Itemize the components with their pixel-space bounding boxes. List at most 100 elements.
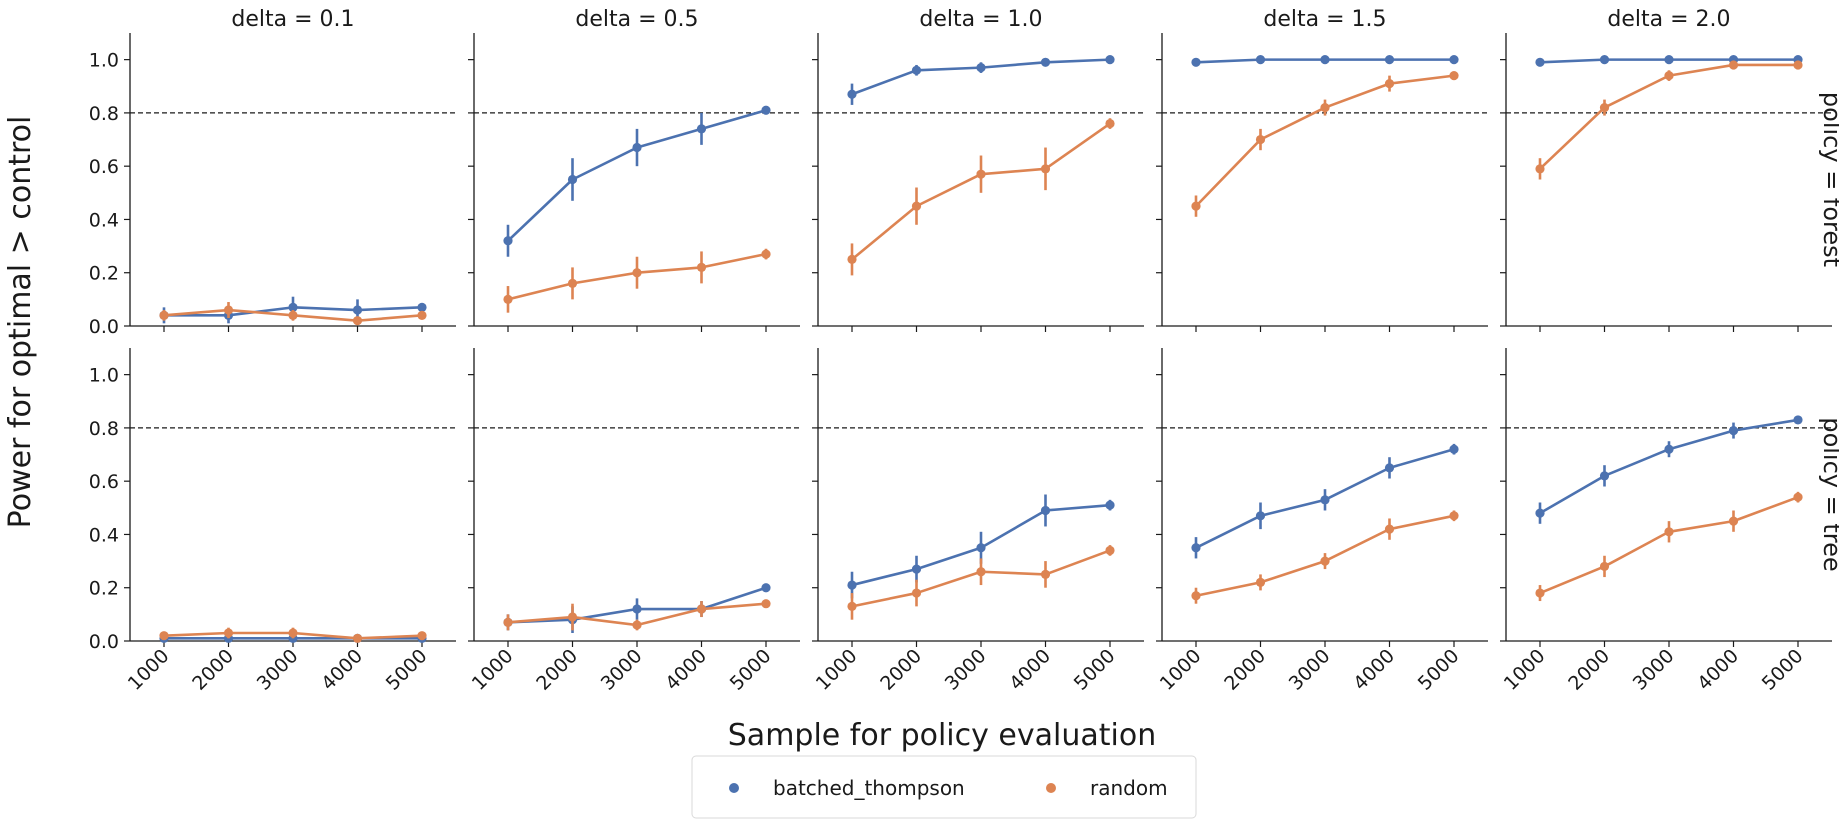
- data-point-random: [288, 310, 298, 320]
- data-point-batched-thompson: [288, 302, 298, 312]
- data-point-random: [632, 620, 642, 630]
- y-tick-label: 0.8: [89, 103, 119, 125]
- data-point-random: [1105, 118, 1115, 129]
- data-point-random: [1793, 60, 1803, 70]
- x-tick-label: 2000: [1564, 645, 1614, 695]
- data-point-random: [223, 305, 234, 315]
- data-point-random: [696, 262, 707, 272]
- x-tick-label: 4000: [1349, 645, 1399, 695]
- data-point-batched-thompson: [632, 604, 642, 614]
- data-point-batched-thompson: [1384, 55, 1395, 65]
- series-line-random: [1539, 495, 1799, 595]
- legend-marker-batched-thompson: [729, 783, 739, 793]
- x-tick-label: 5000: [1070, 645, 1120, 695]
- data-point-random: [696, 604, 707, 614]
- data-point-random: [761, 249, 771, 259]
- data-point-batched-thompson: [847, 580, 857, 590]
- data-point-random: [1599, 561, 1610, 572]
- data-point-random: [1384, 524, 1395, 534]
- panel-r0-c1: delta = 0.5: [468, 7, 800, 332]
- data-point-random: [417, 310, 427, 320]
- data-point-random: [761, 599, 771, 609]
- data-point-batched-thompson: [1384, 463, 1395, 473]
- y-tick-label: 0.0: [89, 316, 119, 338]
- x-tick-label: 2000: [532, 645, 582, 695]
- data-point-random: [1040, 164, 1051, 174]
- data-point-random: [911, 588, 922, 598]
- x-tick-label: 5000: [726, 645, 776, 695]
- panel-r1-c0: 0.0 0.2 0.4 0.6 0.8 1.0 1000 2000 3000 4000 5000: [89, 348, 456, 695]
- data-point-batched-thompson: [632, 142, 642, 153]
- data-point-random: [503, 294, 513, 304]
- data-point-batched-thompson: [1105, 55, 1115, 65]
- x-tick-label: 1000: [468, 645, 518, 695]
- data-point-batched-thompson: [696, 124, 707, 134]
- data-point-batched-thompson: [1449, 444, 1459, 454]
- data-point-random: [159, 310, 169, 320]
- panel-r0-c0: 0.0 0.2 0.4 0.6 0.8 1.0 delta = 0.1: [89, 7, 456, 338]
- y-tick-label: 0.4: [89, 524, 119, 546]
- data-point-batched-thompson: [761, 105, 771, 115]
- data-point-random: [1599, 102, 1610, 113]
- data-point-random: [1320, 556, 1330, 566]
- data-point-random: [567, 612, 578, 622]
- x-tick-label: 3000: [1629, 645, 1679, 695]
- x-tick-label: 5000: [382, 645, 432, 695]
- y-tick-label: 0.8: [89, 418, 119, 440]
- data-point-random: [1191, 201, 1201, 211]
- data-point-batched-thompson: [1599, 55, 1610, 65]
- panel-r0-c2: delta = 1.0: [812, 7, 1144, 332]
- data-point-batched-thompson: [976, 543, 986, 553]
- legend-label-batched-thompson: batched_thompson: [773, 776, 965, 800]
- data-point-batched-thompson: [1191, 543, 1201, 553]
- x-tick-label: 1000: [124, 645, 174, 695]
- data-point-batched-thompson: [1255, 511, 1266, 521]
- data-point-random: [503, 617, 513, 627]
- panel-r1-c1: 1000 2000 3000 4000 5000: [468, 348, 800, 695]
- x-axis-label: Sample for policy evaluation: [728, 718, 1156, 753]
- column-title: delta = 0.5: [575, 7, 698, 32]
- row-label: policy = forest: [1818, 92, 1839, 267]
- x-tick-label: 4000: [1005, 645, 1055, 695]
- y-tick-label: 0.4: [89, 209, 119, 231]
- data-point-random: [288, 628, 298, 638]
- data-point-random: [1255, 134, 1266, 145]
- data-point-random: [1449, 511, 1459, 521]
- data-point-batched-thompson: [1040, 57, 1051, 67]
- data-point-random: [847, 254, 857, 265]
- panel-r0-c4: delta = 2.0: [1500, 7, 1832, 332]
- column-title: delta = 2.0: [1607, 7, 1730, 32]
- data-point-batched-thompson: [1664, 444, 1674, 454]
- x-tick-label: 4000: [1693, 645, 1743, 695]
- data-point-batched-thompson: [567, 174, 578, 185]
- data-point-random: [352, 633, 363, 643]
- data-point-batched-thompson: [417, 302, 427, 312]
- data-point-random: [1728, 516, 1739, 526]
- data-point-batched-thompson: [1255, 55, 1266, 65]
- data-point-random: [352, 316, 363, 326]
- data-point-batched-thompson: [1728, 425, 1739, 436]
- data-point-random: [1384, 79, 1395, 89]
- x-tick-label: 3000: [597, 645, 647, 695]
- y-tick-label: 0.6: [89, 156, 119, 178]
- data-point-random: [632, 268, 642, 278]
- data-point-random: [1105, 545, 1115, 556]
- data-point-batched-thompson: [1449, 55, 1459, 65]
- data-point-random: [1449, 71, 1459, 81]
- data-point-batched-thompson: [352, 305, 363, 315]
- data-point-random: [1728, 60, 1739, 70]
- data-point-batched-thompson: [1040, 505, 1051, 516]
- data-point-random: [417, 631, 427, 641]
- data-point-random: [1320, 102, 1330, 113]
- y-tick-label: 0.0: [89, 631, 119, 653]
- data-point-batched-thompson: [503, 236, 513, 246]
- data-point-random: [1664, 527, 1674, 537]
- y-tick-label: 0.6: [89, 471, 119, 493]
- data-point-random: [1040, 569, 1051, 580]
- x-tick-label: 2000: [188, 645, 238, 695]
- data-point-batched-thompson: [1664, 55, 1674, 65]
- data-point-random: [1255, 577, 1266, 588]
- y-axis-label: Power for optimal > control: [3, 116, 38, 529]
- data-point-random: [847, 601, 857, 611]
